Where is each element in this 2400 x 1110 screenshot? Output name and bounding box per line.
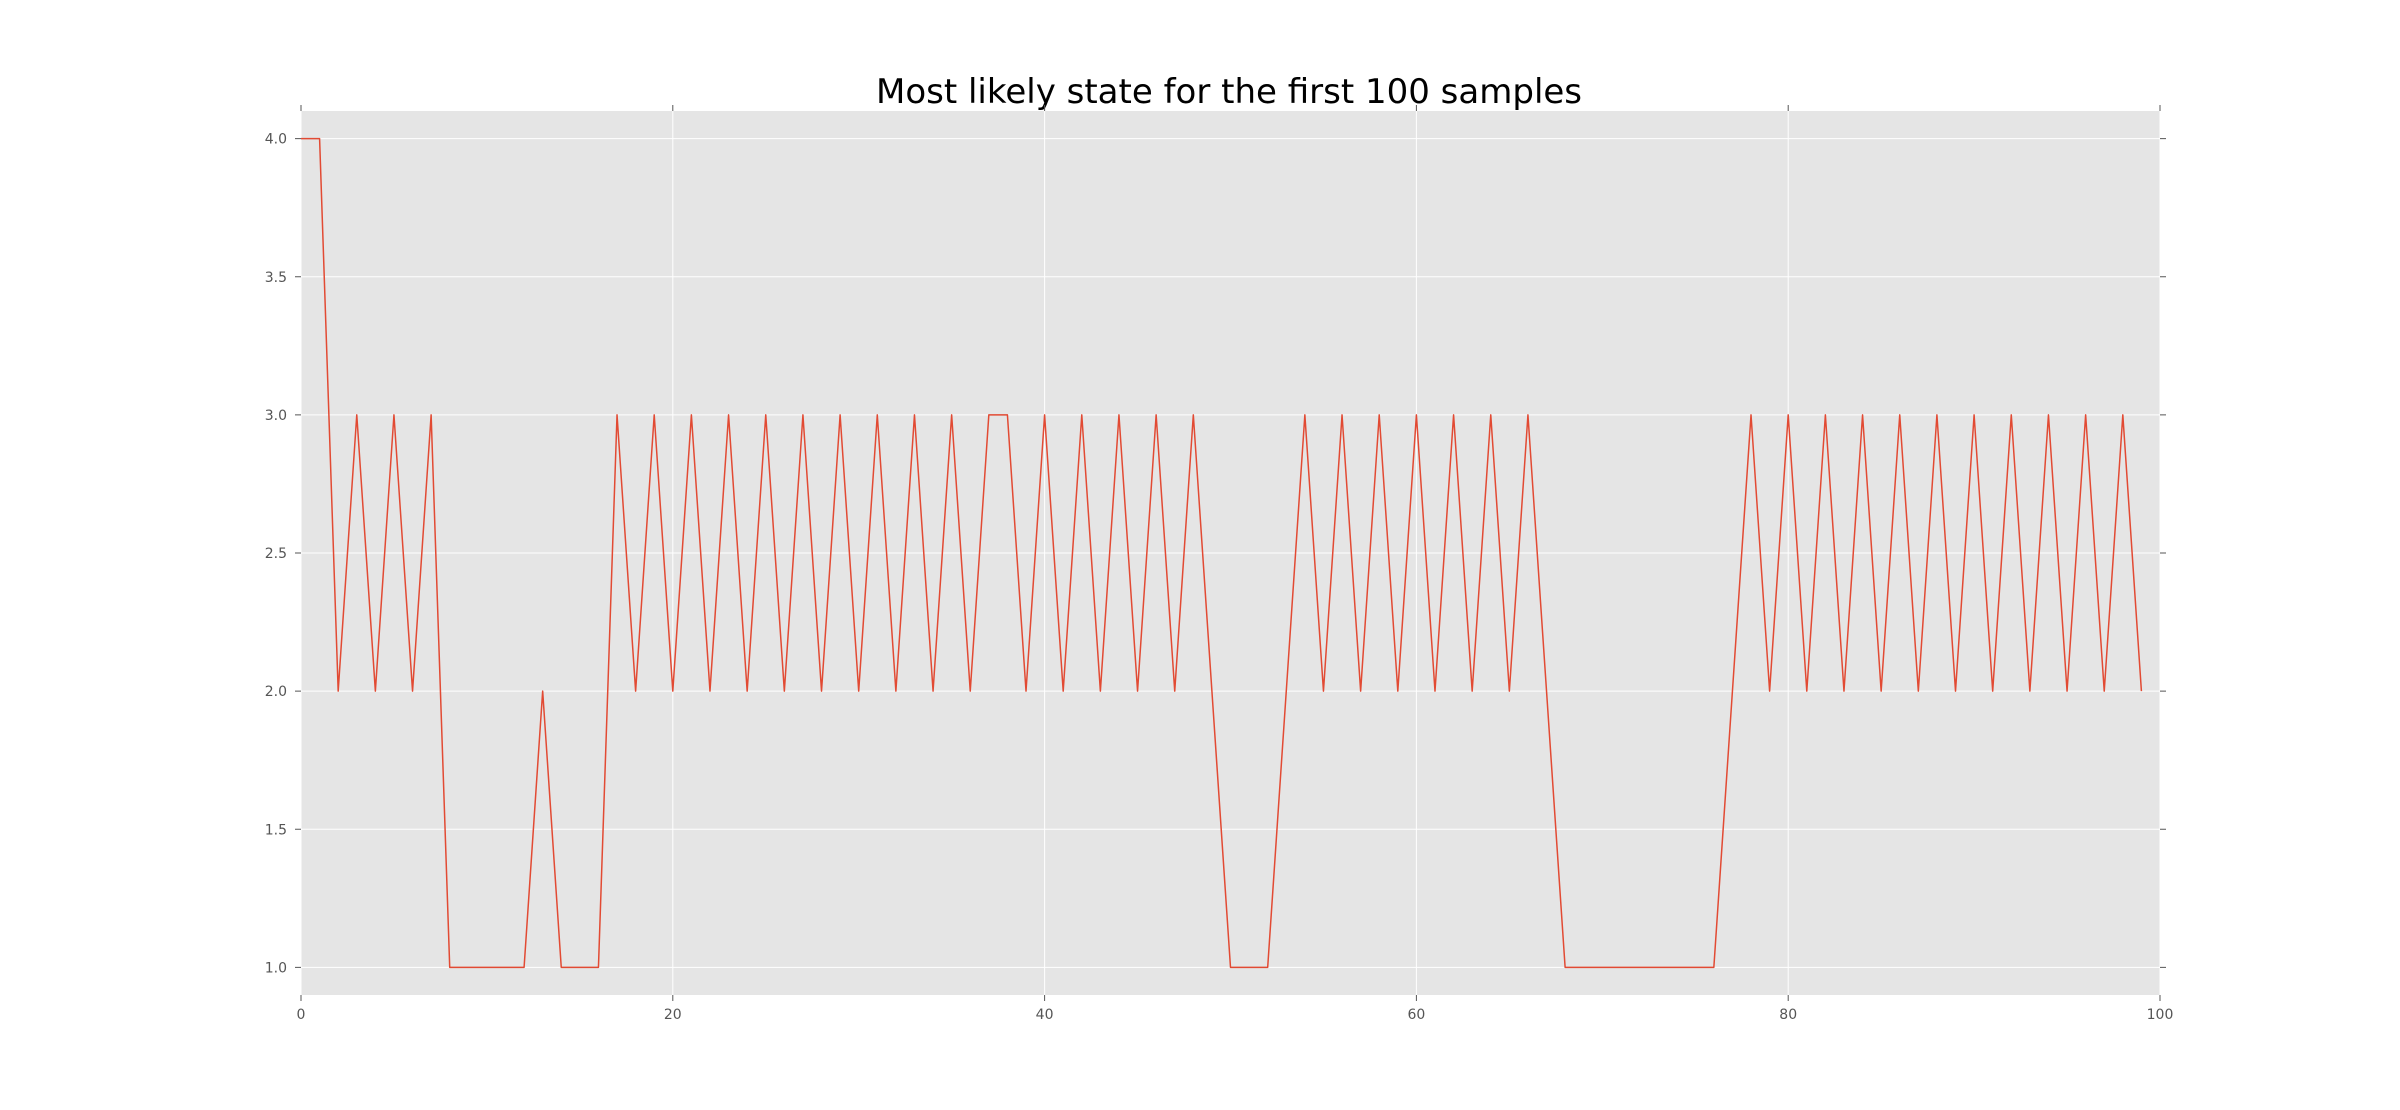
y-tick-label: 1.0 — [265, 960, 287, 976]
series-layer — [301, 137, 2143, 969]
x-tick-label: 80 — [1779, 1007, 1797, 1023]
y-tick-label: 1.5 — [265, 822, 287, 838]
x-tick-label: 40 — [1036, 1007, 1054, 1023]
y-tick-label: 3.5 — [265, 270, 287, 286]
grid-lines — [300, 111, 2161, 995]
x-tick-label: 60 — [1407, 1007, 1425, 1023]
tick-labels: 0 20 40 60 80 100 1.0 1.5 2.0 2.5 3.0 3.5 4.0 — [265, 132, 2174, 1023]
axis-ticks — [295, 105, 2166, 1001]
series-line — [301, 137, 2143, 969]
x-tick-label: 100 — [2147, 1007, 2174, 1023]
y-tick-label: 3.0 — [265, 408, 287, 424]
chart-title: Most likely state for the first 100 samp… — [876, 72, 1582, 112]
y-tick-label: 4.0 — [265, 132, 287, 148]
x-tick-label: 0 — [297, 1007, 306, 1023]
y-tick-label: 2.0 — [265, 684, 287, 700]
x-tick-label: 20 — [664, 1007, 682, 1023]
y-tick-label: 2.5 — [265, 546, 287, 562]
